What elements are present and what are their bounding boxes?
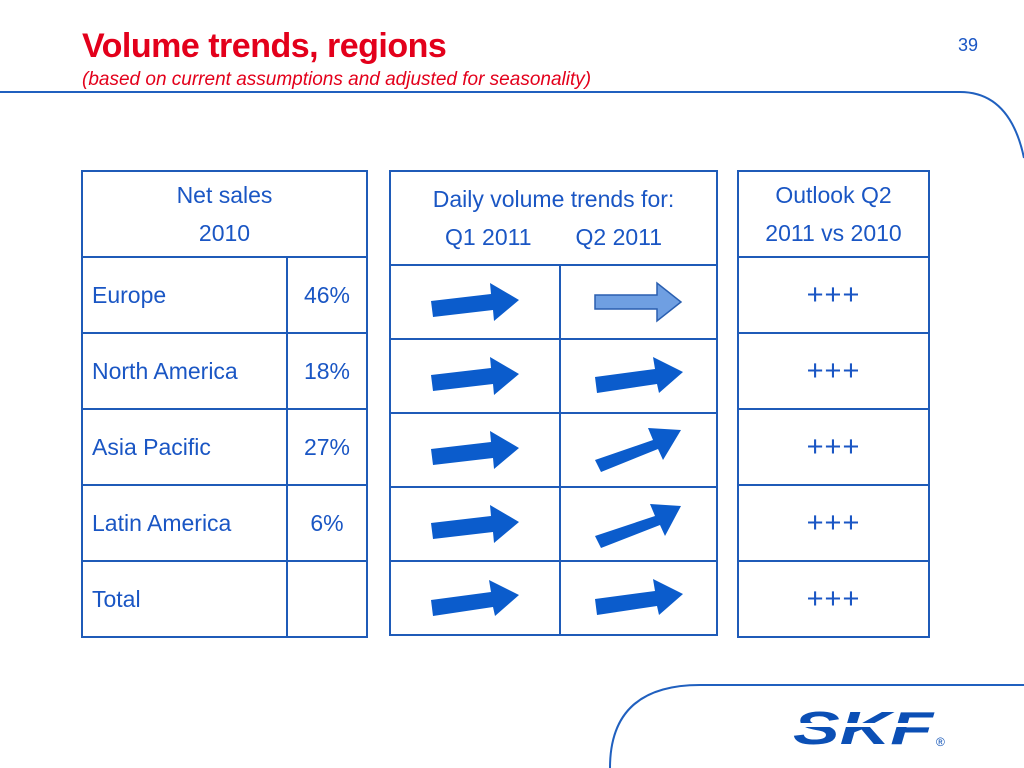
table-row: Latin America 6% <box>81 484 368 562</box>
page-number: 39 <box>957 35 978 55</box>
outlook-table: Outlook Q2 2011 vs 2010 +++ +++ +++ +++ … <box>737 170 930 638</box>
slide-title: Volume trends, regions <box>82 27 447 65</box>
table-row <box>389 486 718 562</box>
trends-header-line2: Q1 2011 Q2 2011 <box>391 218 716 256</box>
table-row: Total <box>81 560 368 638</box>
skf-logo: SKF ® <box>793 706 945 750</box>
arrow-right-icon <box>594 579 683 615</box>
registered-mark: ® <box>936 735 945 749</box>
region-label: Asia Pacific <box>81 408 288 486</box>
q2-trend-cell <box>559 264 718 340</box>
q2-trend-cell <box>559 486 718 562</box>
region-share: 6% <box>286 484 368 562</box>
table-row <box>389 560 718 636</box>
outlook-value: +++ <box>737 408 930 486</box>
table-row <box>389 264 718 340</box>
slide-subtitle: (based on current assumptions and adjust… <box>82 69 592 90</box>
net-sales-header-row: Net sales 2010 <box>81 170 368 258</box>
table-row: North America 18% <box>81 332 368 410</box>
table-row: +++ <box>737 484 930 562</box>
net-sales-table: Net sales 2010 Europe 46% North America … <box>81 170 368 638</box>
outlook-value: +++ <box>737 256 930 334</box>
trends-header: Daily volume trends for: Q1 2011 Q2 2011 <box>389 170 718 266</box>
net-sales-header-line1: Net sales <box>176 182 273 208</box>
q1-trend-cell <box>389 338 561 414</box>
volume-trends-table: Daily volume trends for: Q1 2011 Q2 2011 <box>389 170 718 636</box>
q1-trend-cell <box>389 486 561 562</box>
outlook-header: Outlook Q2 2011 vs 2010 <box>737 170 930 258</box>
arrow-right-icon <box>431 283 519 321</box>
arrow-up-right-icon <box>594 504 681 548</box>
table-row: Asia Pacific 27% <box>81 408 368 486</box>
q1-trend-cell <box>389 264 561 340</box>
region-label: Europe <box>81 256 288 334</box>
arrow-right-icon <box>431 431 519 469</box>
trends-col-q1: Q1 2011 <box>444 224 532 250</box>
outlook-value: +++ <box>737 332 930 410</box>
q2-trend-cell <box>559 560 718 636</box>
arrow-right-icon <box>431 505 519 543</box>
arrow-right-icon <box>431 357 519 395</box>
q2-trend-cell <box>559 412 718 488</box>
outlook-header-row: Outlook Q2 2011 vs 2010 <box>737 170 930 258</box>
region-label: Latin America <box>81 484 288 562</box>
arrow-right-outline-icon <box>593 281 682 323</box>
table-row: +++ <box>737 332 930 410</box>
table-row <box>389 412 718 488</box>
outlook-value: +++ <box>737 484 930 562</box>
table-row: Europe 46% <box>81 256 368 334</box>
q2-trend-cell <box>559 338 718 414</box>
q1-trend-cell <box>389 560 561 636</box>
table-row <box>389 338 718 414</box>
q1-trend-cell <box>389 412 561 488</box>
table-row: +++ <box>737 560 930 638</box>
trends-header-row: Daily volume trends for: Q1 2011 Q2 2011 <box>389 170 718 266</box>
logo-text: SKF <box>793 706 936 750</box>
net-sales-header-line2: 2010 <box>198 220 251 246</box>
region-label: North America <box>81 332 288 410</box>
trends-col-q2: Q2 2011 <box>575 224 663 250</box>
region-share <box>286 560 368 638</box>
net-sales-header: Net sales 2010 <box>81 170 368 258</box>
region-label: Total <box>81 560 288 638</box>
outlook-header-line1: Outlook Q2 <box>775 182 892 208</box>
region-share: 18% <box>286 332 368 410</box>
region-share: 27% <box>286 408 368 486</box>
arrow-right-icon <box>594 357 683 393</box>
outlook-value: +++ <box>737 560 930 638</box>
table-row: +++ <box>737 408 930 486</box>
outlook-header-line2: 2011 vs 2010 <box>765 220 902 246</box>
region-share: 46% <box>286 256 368 334</box>
trends-header-line1: Daily volume trends for: <box>432 186 675 212</box>
arrow-right-icon <box>431 580 519 616</box>
table-row: +++ <box>737 256 930 334</box>
arrow-up-right-icon <box>594 428 681 472</box>
